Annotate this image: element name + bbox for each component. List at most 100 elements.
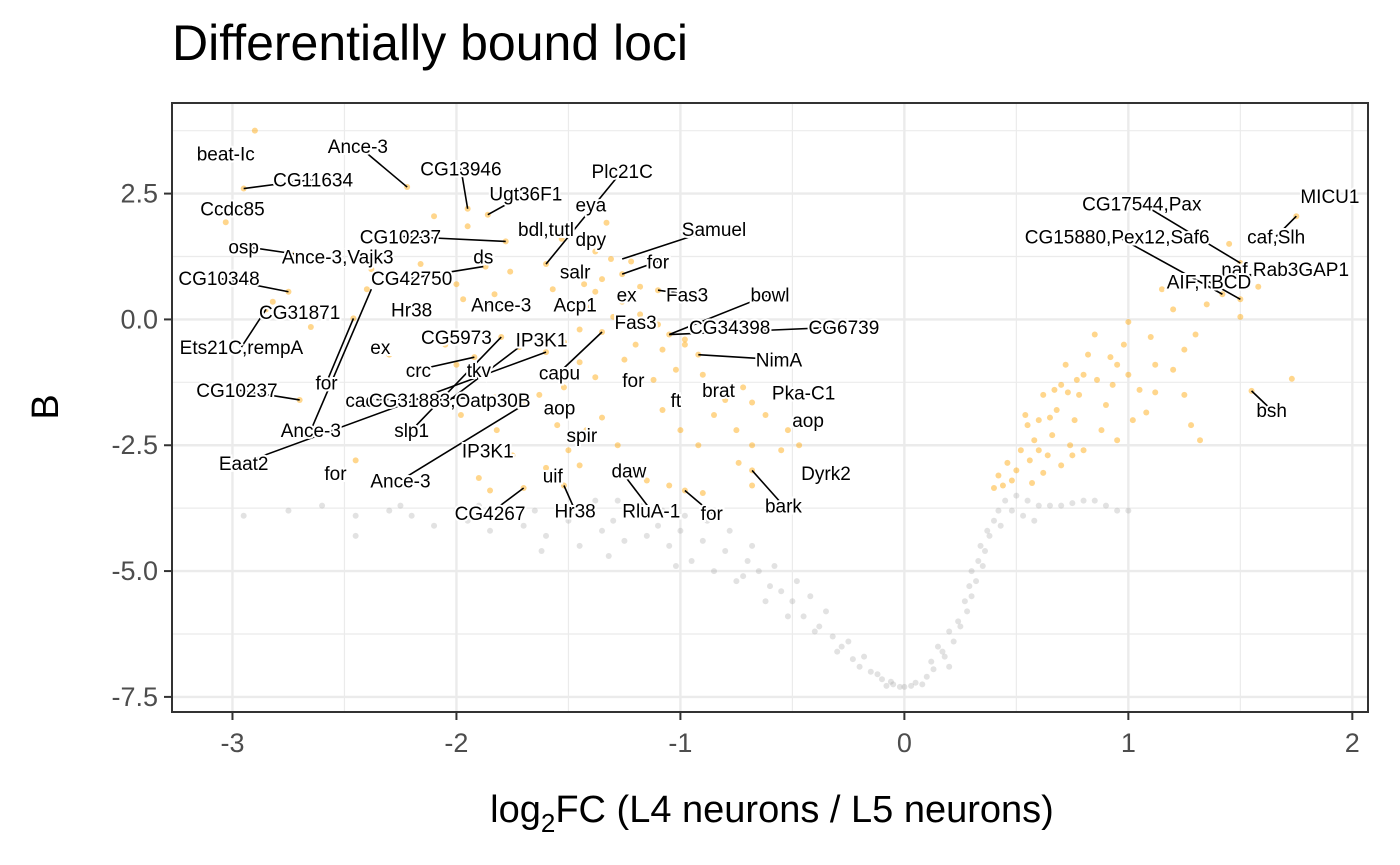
significant-point [431, 213, 438, 220]
significant-point [735, 459, 742, 466]
significant-point [722, 396, 729, 403]
nonsignificant-point [1013, 492, 1020, 499]
nonsignificant-point [637, 502, 644, 509]
significant-point [733, 427, 740, 434]
significant-point [699, 371, 706, 378]
gene-label: CG31883,Oatp30B [369, 391, 531, 412]
significant-point [1031, 437, 1038, 444]
nonsignificant-point [565, 517, 572, 524]
gene-label: for [315, 373, 338, 394]
significant-point [1125, 371, 1132, 378]
nonsignificant-point [240, 512, 247, 519]
nonsignificant-point [849, 656, 856, 663]
leader-line [400, 404, 525, 482]
gene-label: CG13946 [420, 159, 501, 180]
leader-line [1250, 390, 1273, 411]
leader-line [545, 170, 623, 265]
significant-point [1288, 375, 1295, 382]
significant-point [1102, 401, 1109, 408]
significant-point [650, 376, 657, 383]
nonsignificant-point [677, 527, 684, 534]
nonsignificant-point [531, 507, 538, 514]
significant-point [1255, 283, 1262, 290]
significant-point [487, 487, 494, 494]
x-tick-label: -2 [444, 728, 468, 758]
significant-point [493, 427, 500, 434]
panel-border [171, 102, 1369, 713]
nonsignificant-point [973, 578, 980, 585]
significant-point [222, 219, 229, 226]
nonsignificant-point [632, 512, 639, 519]
nonsignificant-point [890, 681, 897, 688]
nonsignificant-point [822, 608, 829, 615]
significant-point [536, 391, 543, 398]
gene-label: Fas3 [614, 313, 656, 334]
gene-label: crc [406, 361, 431, 382]
significant-point [576, 326, 583, 333]
significant-point [1040, 391, 1047, 398]
nonsignificant-point [453, 507, 460, 514]
significant-point [583, 427, 590, 434]
nonsignificant-point [554, 512, 561, 519]
leader-line [1275, 215, 1297, 237]
significant-point [1080, 447, 1087, 454]
significant-point [1058, 381, 1065, 388]
nonsignificant-point [1080, 497, 1087, 504]
nonsignificant-point [1020, 512, 1027, 519]
nonsignificant-point [605, 552, 612, 559]
label-leader-lines [218, 145, 1297, 514]
nonsignificant-point [520, 522, 527, 529]
gene-label: uif [543, 466, 564, 487]
significant-point [1069, 452, 1076, 459]
significant-point [614, 442, 621, 449]
nonsignificant-point [946, 663, 953, 670]
leader-line [698, 353, 780, 361]
x-tick-label: 2 [1345, 728, 1360, 758]
nonsignificant-point [986, 532, 993, 539]
significant-point [457, 412, 464, 419]
significant-point [672, 366, 679, 373]
nonsignificant-point [975, 558, 982, 565]
nonsignificant-point [614, 497, 621, 504]
gene-label: CG10348 [178, 269, 259, 290]
gene-label: aop [544, 399, 576, 420]
significant-point [565, 447, 572, 454]
significant-point [307, 323, 314, 330]
gene-label: daw [611, 461, 646, 482]
gene-label: bark [765, 497, 802, 518]
nonsignificant-point [968, 568, 975, 575]
gene-label: ds [473, 248, 493, 269]
nonsignificant-point [771, 563, 778, 570]
leader-line [558, 331, 603, 373]
significant-point [999, 482, 1006, 489]
significant-point [592, 374, 599, 381]
significant-point [1129, 417, 1136, 424]
gene-label: aop [792, 411, 824, 432]
gene-label: IP3K1 [462, 441, 514, 462]
gene-label: Ance-3 [370, 471, 430, 492]
gene-label: for [701, 504, 724, 525]
leader-line [357, 145, 408, 188]
significant-point [1035, 447, 1042, 454]
x-tick-label: 0 [897, 728, 912, 758]
significant-point [711, 412, 718, 419]
gene-label: bdl,tutl [518, 220, 574, 241]
leader-line [487, 192, 527, 216]
gene-label: caf,Slh [1247, 227, 1305, 248]
leader-line [669, 326, 844, 336]
nonsignificant-point [982, 547, 989, 554]
nonsignificant-point [934, 643, 941, 650]
gene-label: cac [345, 391, 375, 412]
gene-label: Ets21C,rempA [180, 338, 304, 359]
significant-point [576, 462, 583, 469]
nonsignificant-point [878, 676, 885, 683]
significant-point [610, 313, 617, 320]
significant-point [607, 256, 614, 263]
significant-point [699, 490, 706, 497]
significant-point [1152, 389, 1159, 396]
nonsignificant-point [961, 598, 968, 605]
significant-point [1049, 432, 1056, 439]
gene-label: Hr38 [391, 300, 432, 321]
significant-point [1080, 371, 1087, 378]
